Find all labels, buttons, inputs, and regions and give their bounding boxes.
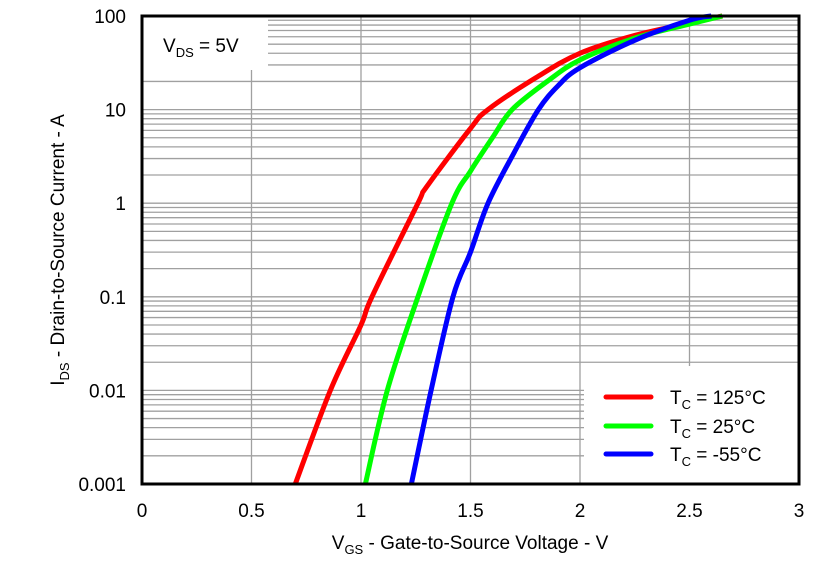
legend-label: TC = -55°C <box>670 445 761 469</box>
curves <box>292 13 723 485</box>
legend-item-125c: TC = 125°C <box>603 388 766 412</box>
annotation-vds: VDS = 5V <box>163 36 239 60</box>
y-tick-label: 0.001 <box>78 475 126 496</box>
grid <box>141 16 800 485</box>
y-tick-label: 0.1 <box>100 288 126 309</box>
legend-label: TC = 125°C <box>670 388 766 412</box>
y-axis-label: IDS - Drain-to-Source Current - A <box>48 114 72 386</box>
x-tick-label: 3 <box>794 501 805 522</box>
legend-item-minus55c: TC = -55°C <box>603 445 761 469</box>
y-tick-label: 100 <box>94 7 126 28</box>
plot-frame <box>140 14 801 486</box>
y-tick-label: 1 <box>115 194 126 215</box>
legend: TC = 125°C TC = 25°C TC = -55°C <box>603 388 766 469</box>
x-tick-label: 2 <box>575 501 586 522</box>
x-tick-label: 1 <box>356 501 367 522</box>
legend-label: TC = 25°C <box>670 417 755 441</box>
curve-125c <box>292 13 723 485</box>
curve-minus55c <box>408 13 712 485</box>
y-tick-label: 10 <box>105 101 126 122</box>
x-tick-label: 1.5 <box>457 501 483 522</box>
x-axis-label: VGS - Gate-to-Source Voltage - V <box>332 533 609 557</box>
y-tick-label: 0.01 <box>89 381 126 402</box>
annotation-box <box>143 17 268 70</box>
x-tick-label: 0.5 <box>238 501 264 522</box>
x-tick-label: 0 <box>137 501 148 522</box>
legend-item-25c: TC = 25°C <box>603 417 755 441</box>
y-tick-labels: 0.001 0.01 0.1 1 10 100 <box>78 7 126 496</box>
x-tick-label: 2.5 <box>676 501 702 522</box>
x-tick-labels: 0 0.5 1 1.5 2 2.5 3 <box>137 501 805 522</box>
